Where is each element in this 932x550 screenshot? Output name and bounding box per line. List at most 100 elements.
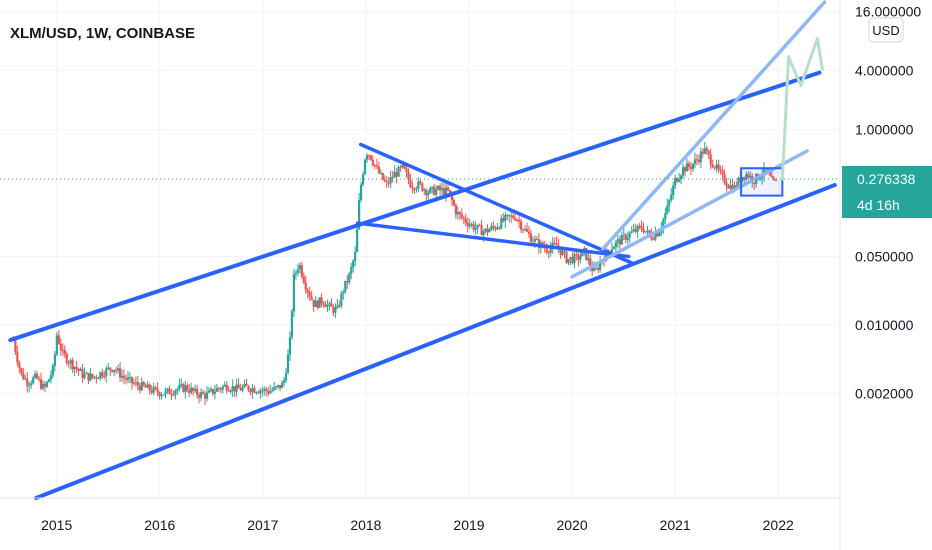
candle-body	[130, 376, 134, 384]
candle-body	[709, 154, 712, 165]
candle-body	[456, 212, 459, 215]
candle-body	[63, 349, 66, 355]
candle-body	[290, 311, 294, 338]
candle-body	[470, 224, 473, 226]
candle-body	[53, 354, 56, 366]
wedge-upper-line[interactable]	[601, 0, 827, 251]
candle-body	[421, 183, 424, 191]
candle-body	[128, 376, 132, 378]
candle-body	[116, 368, 120, 371]
candle-body	[670, 194, 673, 201]
candle-body	[553, 242, 556, 244]
candle-body	[164, 390, 167, 395]
candle-body	[500, 218, 503, 229]
candle-body	[118, 368, 122, 378]
candle-body	[239, 388, 242, 391]
candle-body	[743, 176, 746, 180]
candle-body	[217, 388, 220, 390]
candle-body	[126, 377, 130, 380]
candle-body	[484, 228, 487, 232]
wedge-lower-line[interactable]	[570, 149, 809, 279]
candle-body	[101, 372, 104, 377]
descending-resistance-line[interactable]	[359, 142, 634, 265]
candle-body	[466, 222, 469, 227]
candle-body	[37, 378, 41, 380]
candle-body	[735, 185, 738, 188]
price-tick-label: 0.050000	[855, 249, 914, 265]
candle-body	[389, 177, 392, 184]
candle-body	[154, 387, 157, 389]
candle-body	[122, 375, 126, 379]
candle-body	[91, 373, 94, 378]
candle-body	[417, 181, 420, 189]
candle-body	[565, 251, 568, 263]
unit-badge[interactable]	[868, 17, 904, 43]
candle-body	[770, 175, 774, 178]
candle-body	[685, 163, 689, 172]
candle-body	[330, 303, 333, 307]
candle-body	[604, 249, 608, 262]
candle-body	[87, 372, 90, 381]
candle-body	[636, 225, 639, 232]
candle-body	[472, 224, 475, 230]
candle-body	[282, 380, 286, 383]
candle-body	[69, 360, 72, 364]
lower-channel-line[interactable]	[34, 182, 837, 500]
candle-body	[178, 385, 181, 389]
candle-body	[199, 392, 203, 398]
candle-body	[24, 378, 27, 380]
candle-body	[20, 368, 23, 373]
candle-body	[219, 388, 222, 390]
candle-body	[255, 392, 258, 394]
candle-body	[498, 227, 501, 229]
candle-body	[348, 273, 351, 283]
candle-body	[16, 351, 19, 363]
bar-countdown-label: 4d 16h	[857, 197, 900, 213]
projection-path[interactable]	[780, 36, 825, 181]
candle-body	[549, 247, 552, 253]
candle-body	[237, 384, 240, 389]
candle-body	[196, 388, 199, 396]
candle-body	[148, 384, 151, 391]
candle-body	[695, 159, 698, 161]
candle-body	[482, 231, 485, 236]
candle-body	[197, 395, 201, 398]
candle-body	[363, 159, 367, 175]
candle-body	[737, 177, 740, 188]
candle-body	[371, 159, 375, 165]
candle-body	[275, 386, 278, 388]
candle-body	[642, 228, 645, 233]
candle-body	[265, 388, 268, 392]
descending-support-line[interactable]	[355, 221, 631, 259]
candle-body	[519, 221, 523, 230]
candle-body	[587, 258, 590, 260]
candle-body	[334, 307, 337, 313]
candle-body	[186, 385, 189, 391]
consolidation-box[interactable]	[740, 167, 784, 197]
candle-body	[593, 268, 596, 271]
candle-body	[488, 229, 491, 233]
upper-channel-line[interactable]	[8, 70, 822, 343]
price-axis[interactable]: 16.000000 4.000000 1.000000 0.050000 0.01000…	[855, 4, 921, 402]
candle-body	[85, 372, 88, 374]
candle-body	[638, 225, 641, 227]
candle-body	[306, 289, 309, 293]
candle-body	[504, 214, 507, 221]
candle-body	[346, 280, 349, 283]
price-tick-label: 1.000000	[855, 121, 914, 137]
candle-body	[514, 218, 517, 220]
candle-body	[681, 167, 685, 176]
candle-body	[231, 386, 234, 391]
candle-body	[336, 305, 339, 308]
candle-body	[304, 282, 307, 290]
candle-body	[747, 174, 750, 178]
candle-body	[156, 388, 159, 393]
candle-body	[715, 164, 718, 169]
candle-body	[516, 219, 519, 221]
price-tick-label: 16.000000	[855, 4, 921, 20]
candle-body	[243, 383, 246, 388]
candle-body	[438, 186, 442, 191]
candle-body	[61, 349, 64, 351]
candle-body	[630, 231, 633, 233]
candle-body	[423, 189, 426, 191]
